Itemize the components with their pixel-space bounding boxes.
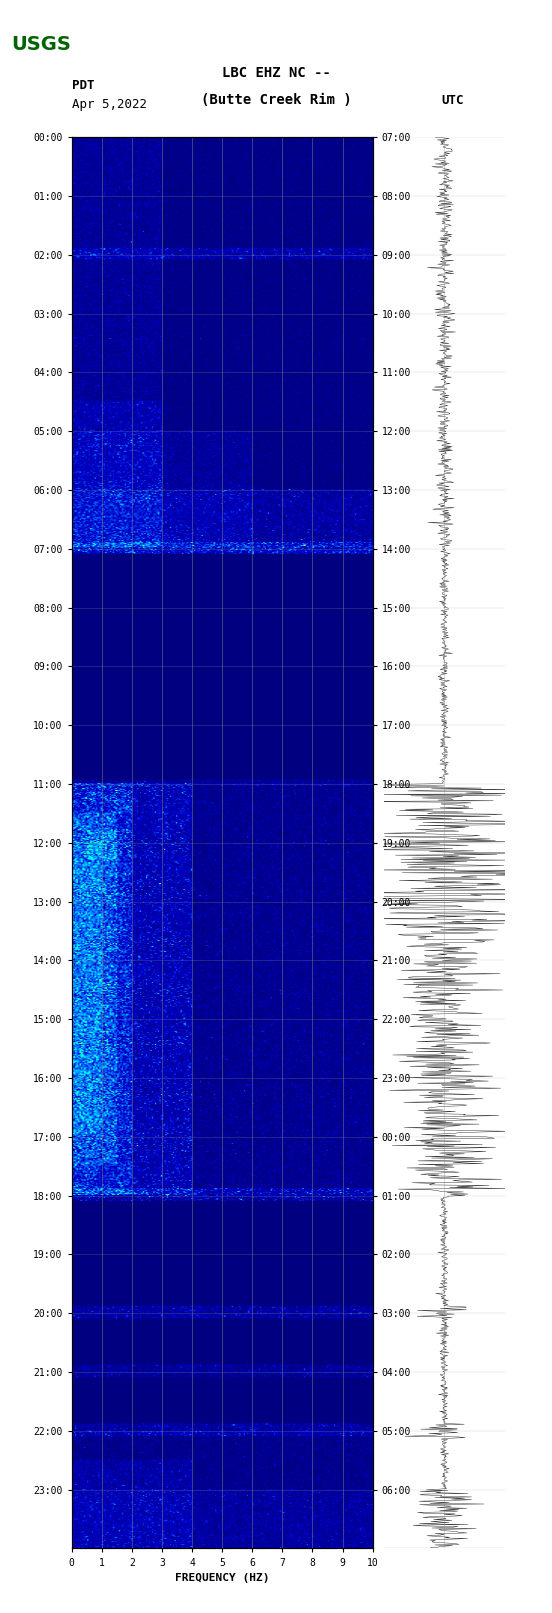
Text: Apr 5,2022: Apr 5,2022 — [72, 98, 147, 111]
Text: USGS: USGS — [11, 35, 71, 55]
Text: LBC EHZ NC --: LBC EHZ NC -- — [221, 66, 331, 79]
Text: UTC: UTC — [442, 94, 464, 106]
X-axis label: FREQUENCY (HZ): FREQUENCY (HZ) — [175, 1573, 269, 1582]
Text: PDT: PDT — [72, 79, 94, 92]
Text: (Butte Creek Rim ): (Butte Creek Rim ) — [200, 94, 352, 106]
